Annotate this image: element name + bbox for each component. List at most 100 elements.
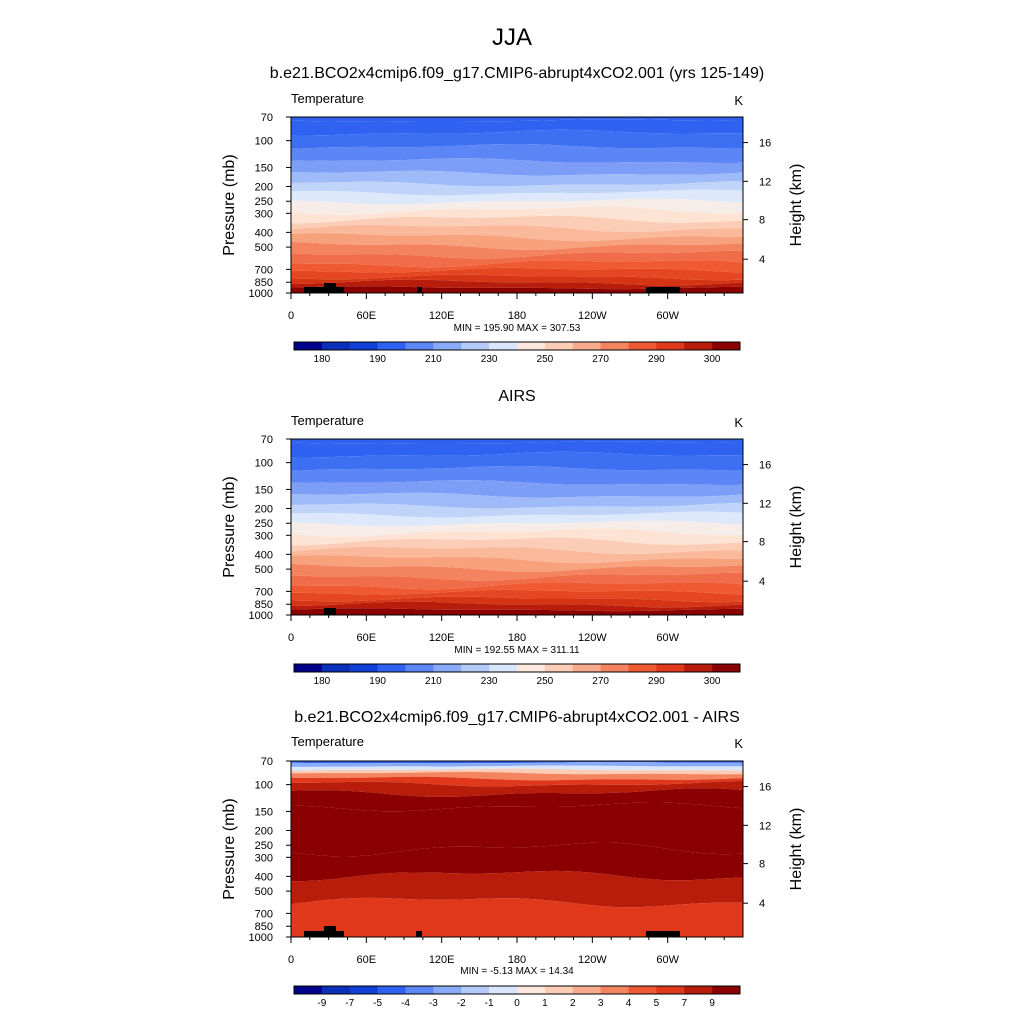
y-tick-label: 70 xyxy=(261,756,273,768)
contour-band xyxy=(291,520,743,537)
x-tick-label: 60E xyxy=(357,310,377,322)
colorbar-label: 0 xyxy=(514,998,520,1009)
contour-band xyxy=(291,776,743,787)
units-label: K xyxy=(734,736,743,751)
y-tick-label: 850 xyxy=(255,277,273,289)
y-tick-label: 700 xyxy=(255,586,273,598)
contour-band xyxy=(291,286,743,293)
contour-band xyxy=(291,180,743,196)
y2-tick-label: 12 xyxy=(759,820,771,832)
colorbar-label: 210 xyxy=(425,354,442,365)
contour-band xyxy=(291,267,743,281)
y-tick-label: 500 xyxy=(255,564,273,576)
y-tick-label: 850 xyxy=(255,921,273,933)
colorbar-cell xyxy=(600,342,629,350)
y-tick-label: 400 xyxy=(255,871,273,883)
y2-axis-label: Height (km) xyxy=(788,808,805,891)
colorbar-cell xyxy=(294,664,323,672)
y2-axis-label: Height (km) xyxy=(788,164,805,247)
colorbar-cell xyxy=(433,342,462,350)
contour-band xyxy=(291,119,743,136)
panel-title: b.e21.BCO2x4cmip6.f09_g17.CMIP6-abrupt4x… xyxy=(294,709,740,726)
contour-band xyxy=(291,596,743,608)
colorbar-cell xyxy=(433,986,462,994)
temperature-field xyxy=(291,117,743,293)
contour-band xyxy=(291,170,743,187)
colorbar-cell xyxy=(405,986,434,994)
panel-1: AIRS Temperature K 701001502002503004005… xyxy=(221,388,805,687)
terrain-block xyxy=(646,287,680,293)
colorbar-cell xyxy=(349,664,378,672)
y-tick-label: 250 xyxy=(255,840,273,852)
contour-band xyxy=(291,129,743,149)
y-tick-label: 70 xyxy=(261,112,273,124)
y2-tick-label: 4 xyxy=(759,898,765,910)
y-axis-label: Pressure (mb) xyxy=(221,798,238,899)
colorbar-cell xyxy=(517,986,546,994)
contour-band xyxy=(291,158,743,176)
panel-0: b.e21.BCO2x4cmip6.f09_g17.CMIP6-abrupt4x… xyxy=(221,65,805,365)
y-tick-label: 70 xyxy=(261,434,273,446)
colorbar-label: 230 xyxy=(481,354,498,365)
contour-band xyxy=(291,537,743,554)
colorbar-label: -2 xyxy=(457,998,466,1009)
terrain-block xyxy=(324,926,336,932)
terrain-block xyxy=(646,931,680,937)
topography xyxy=(324,608,336,615)
colorbar-frame xyxy=(293,663,741,673)
x-tick-label: 60E xyxy=(357,632,377,644)
stats-label: MIN = 192.55 MAX = 311.11 xyxy=(454,645,580,656)
variable-label: Temperature xyxy=(291,413,364,428)
colorbar-cell xyxy=(600,986,629,994)
contour-band xyxy=(291,582,743,595)
colorbar-cell xyxy=(712,664,741,672)
contour-band xyxy=(291,480,743,498)
x-tick-label: 60W xyxy=(656,954,679,966)
colorbar-label: -7 xyxy=(345,998,354,1009)
colorbar-cell xyxy=(628,664,657,672)
y2-tick-label: 16 xyxy=(759,460,771,472)
colorbar-cell xyxy=(628,342,657,350)
colorbar: 180 190 210 230 250 270 290 300 xyxy=(293,341,741,365)
contour-band xyxy=(291,768,743,775)
temperature-field xyxy=(291,439,743,615)
contour-band xyxy=(291,546,743,564)
colorbar-cell xyxy=(544,986,574,994)
contour-band xyxy=(291,589,743,603)
y2-axis-ticks: 16 12 8 4 xyxy=(743,460,771,588)
contour-band xyxy=(291,897,743,937)
y-tick-label: 100 xyxy=(255,458,273,470)
panel-title: b.e21.BCO2x4cmip6.f09_g17.CMIP6-abrupt4x… xyxy=(270,65,764,82)
colorbar-cell xyxy=(544,664,574,672)
y2-tick-label: 12 xyxy=(759,498,771,510)
colorbar-label: 180 xyxy=(314,676,331,687)
topography xyxy=(304,926,680,937)
contour-band xyxy=(291,788,743,812)
colorbar-frame xyxy=(293,985,741,995)
colorbar-cell xyxy=(572,342,601,350)
colorbar-label: 250 xyxy=(537,354,554,365)
terrain-block xyxy=(417,287,422,293)
colorbar-cell xyxy=(405,342,434,350)
y-tick-label: 700 xyxy=(255,908,273,920)
x-tick-label: 0 xyxy=(288,632,294,644)
colorbar-cell xyxy=(544,342,574,350)
terrain-block xyxy=(304,287,344,293)
variable-label: Temperature xyxy=(291,734,364,749)
y2-tick-label: 4 xyxy=(759,254,765,266)
topography xyxy=(304,283,680,293)
contour-band xyxy=(291,842,743,882)
contour-band xyxy=(291,215,743,232)
contour-band xyxy=(291,451,743,471)
contour-band xyxy=(291,765,743,771)
terrain-block xyxy=(324,283,336,288)
y-tick-label: 700 xyxy=(255,264,273,276)
colorbar-cell xyxy=(712,986,741,994)
contour-band xyxy=(291,466,743,485)
contour-band xyxy=(291,206,743,224)
contour-band xyxy=(291,233,743,250)
y-tick-label: 1000 xyxy=(249,288,273,300)
contour-band xyxy=(291,441,743,458)
x-tick-label: 120W xyxy=(578,954,607,966)
